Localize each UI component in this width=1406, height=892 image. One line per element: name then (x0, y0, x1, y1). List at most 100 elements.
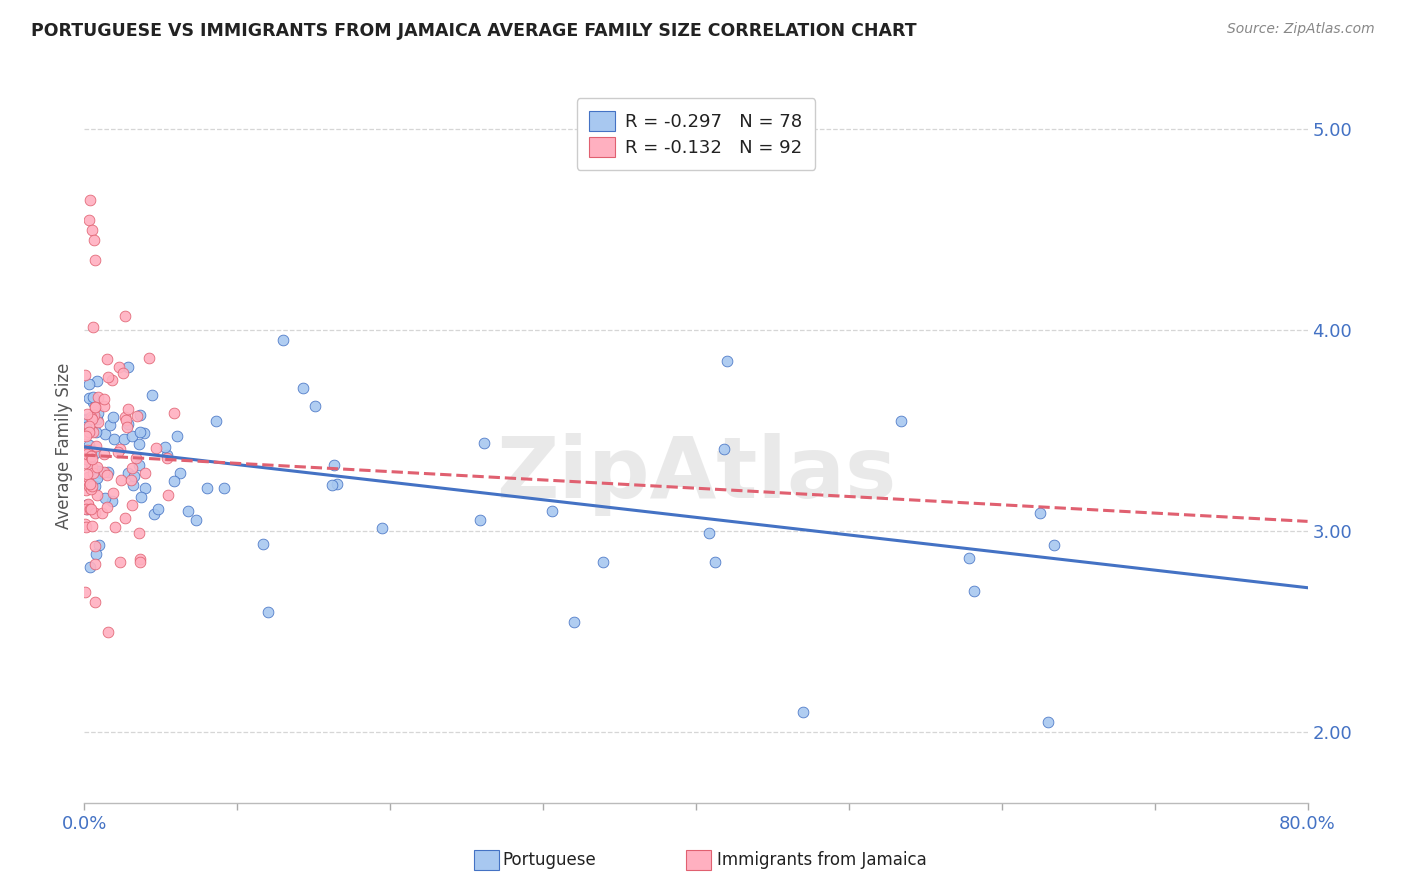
Point (110, 555, 132, 569)
Point (184, 513, 207, 527)
Point (84, 425, 107, 439)
Point (125, 451, 148, 466)
Point (83, 409, 105, 423)
Point (80, 442, 103, 457)
Point (80, 409, 103, 424)
Point (252, 537, 274, 551)
Point (98, 417, 121, 432)
Point (156, 448, 179, 462)
Point (117, 417, 139, 432)
Point (470, 513, 492, 527)
Point (108, 442, 131, 457)
Point (117, 420, 139, 434)
Point (75, 585, 97, 599)
Point (79, 502, 101, 516)
Point (80, 479, 103, 493)
Point (76, 447, 98, 461)
Point (124, 468, 146, 483)
Point (84, 253, 107, 268)
Point (163, 474, 186, 488)
Point (75, 498, 97, 512)
Point (141, 388, 163, 402)
Point (562, 615, 585, 629)
Point (128, 552, 150, 566)
Point (93, 399, 115, 413)
Point (82, 519, 104, 533)
Point (96, 467, 118, 482)
Point (1043, 538, 1066, 552)
Point (86, 488, 108, 502)
Point (77, 377, 100, 392)
Point (323, 458, 346, 472)
Point (143, 507, 166, 521)
Point (125, 409, 148, 423)
Point (75, 426, 97, 441)
Point (371, 521, 394, 535)
Point (129, 425, 152, 439)
Point (80, 223, 103, 237)
Point (117, 360, 139, 375)
Point (114, 309, 136, 323)
Point (114, 413, 136, 427)
Point (80, 449, 103, 463)
Point (704, 555, 727, 569)
Point (96, 351, 118, 366)
Point (75, 456, 97, 470)
Point (76, 407, 98, 421)
Point (79, 458, 101, 472)
Point (128, 437, 150, 451)
Point (86, 471, 108, 485)
Point (76, 499, 98, 513)
Point (697, 526, 720, 541)
Point (93, 447, 115, 461)
Point (153, 440, 176, 454)
Point (75, 413, 97, 427)
Point (86, 374, 108, 388)
Point (713, 442, 735, 456)
Point (163, 406, 186, 420)
Point (541, 504, 564, 518)
Point (75, 520, 97, 534)
Point (104, 520, 127, 534)
Point (121, 460, 143, 475)
Point (77, 498, 100, 512)
Point (257, 605, 280, 619)
Point (84, 595, 107, 609)
Point (101, 373, 124, 387)
Point (128, 526, 150, 541)
Point (321, 478, 343, 492)
Point (77, 445, 100, 459)
Point (76, 467, 98, 482)
Point (93, 465, 115, 479)
Point (80, 501, 103, 516)
Point (87, 464, 110, 478)
Point (212, 481, 235, 495)
Point (101, 494, 124, 508)
Point (75, 502, 97, 516)
Text: ZipAtlas: ZipAtlas (496, 433, 896, 516)
Point (128, 458, 150, 472)
Point (132, 425, 155, 440)
Point (82, 466, 104, 480)
Point (291, 381, 314, 395)
Point (80, 452, 103, 467)
Point (121, 498, 143, 512)
Point (83, 539, 105, 553)
Point (76, 429, 98, 443)
Point (84, 557, 107, 571)
Point (84, 439, 107, 453)
Point (93, 491, 115, 506)
Point (94, 426, 117, 441)
Point (87, 390, 110, 404)
Point (84, 401, 107, 415)
Point (77, 425, 100, 439)
Point (134, 481, 156, 495)
Point (472, 436, 495, 450)
Point (146, 502, 169, 516)
Point (83, 233, 105, 247)
Point (82, 390, 104, 404)
Point (87, 406, 110, 420)
Point (76, 443, 98, 458)
Point (122, 478, 145, 492)
Point (592, 555, 614, 569)
